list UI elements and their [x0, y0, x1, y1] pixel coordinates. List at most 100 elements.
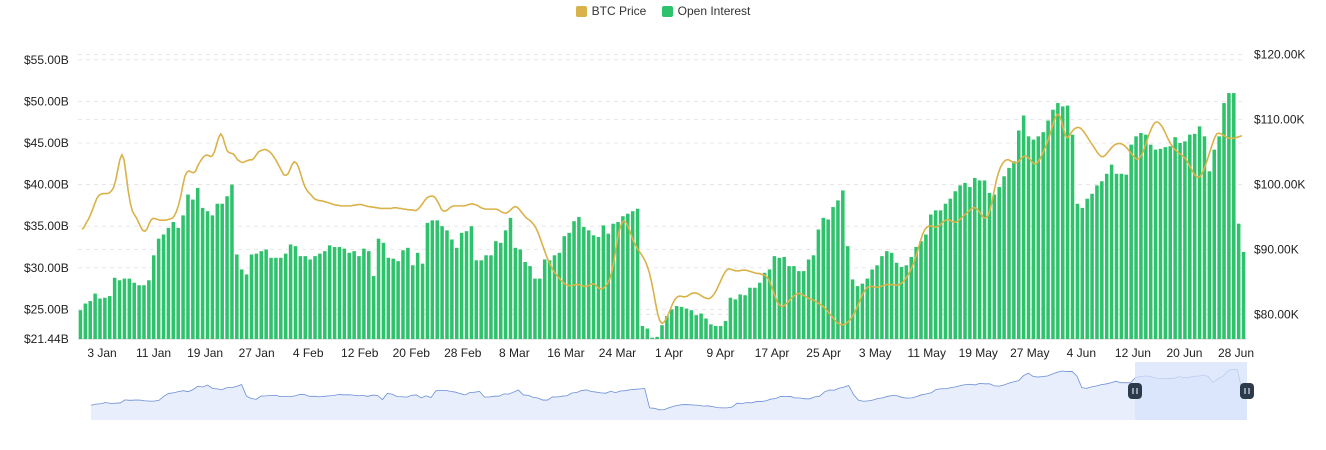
open-interest-bar[interactable] [503, 230, 508, 339]
open-interest-bar[interactable] [1031, 139, 1036, 339]
open-interest-bar[interactable] [191, 199, 195, 339]
open-interest-bar[interactable] [283, 253, 288, 339]
open-interest-bar[interactable] [1129, 144, 1133, 339]
open-interest-bar[interactable] [420, 263, 425, 339]
open-interest-bar[interactable] [660, 325, 664, 339]
open-interest-bar[interactable] [924, 234, 928, 339]
open-interest-bar[interactable] [733, 299, 738, 339]
open-interest-bar[interactable] [743, 295, 747, 339]
open-interest-bar[interactable] [376, 238, 381, 339]
open-interest-bar[interactable] [889, 252, 894, 339]
open-interest-bar[interactable] [875, 265, 879, 339]
open-interest-bar[interactable] [440, 226, 444, 339]
open-interest-bar[interactable] [1104, 173, 1109, 339]
open-interest-bar[interactable] [621, 216, 625, 339]
open-interest-bar[interactable] [718, 326, 723, 339]
open-interest-bar[interactable] [909, 256, 913, 339]
open-interest-bar[interactable] [112, 277, 117, 339]
open-interest-bar[interactable] [205, 211, 210, 339]
open-interest-bar[interactable] [303, 256, 308, 339]
open-interest-bar[interactable] [98, 298, 102, 339]
open-interest-bar[interactable] [601, 225, 606, 339]
open-interest-bar[interactable] [200, 207, 205, 339]
open-interest-bar[interactable] [1100, 181, 1104, 339]
open-interest-bar[interactable] [948, 198, 953, 339]
open-interest-bar[interactable] [1046, 120, 1050, 339]
open-interest-bar[interactable] [831, 207, 835, 339]
open-interest-bar[interactable] [1158, 148, 1163, 339]
open-interest-bar[interactable] [865, 278, 870, 339]
open-interest-bar[interactable] [142, 285, 146, 339]
open-interest-bar[interactable] [1163, 147, 1168, 339]
open-interest-bar[interactable] [464, 231, 469, 339]
open-interest-bar[interactable] [288, 244, 293, 339]
open-interest-bar[interactable] [1007, 167, 1011, 339]
open-interest-bar[interactable] [425, 222, 430, 339]
open-interest-bar[interactable] [230, 184, 234, 339]
open-interest-bar[interactable] [1197, 126, 1202, 339]
open-interest-bar[interactable] [1144, 134, 1148, 339]
open-interest-bar[interactable] [181, 215, 185, 339]
open-interest-bar[interactable] [860, 283, 865, 339]
open-interest-bar[interactable] [1222, 103, 1226, 339]
open-interest-bar[interactable] [176, 227, 180, 339]
legend-item-btc-price[interactable]: BTC Price [575, 4, 646, 18]
open-interest-bar[interactable] [616, 222, 620, 339]
open-interest-bar[interactable] [1168, 146, 1173, 339]
open-interest-bar[interactable] [469, 226, 474, 339]
open-interest-bar[interactable] [968, 187, 972, 339]
open-interest-bar[interactable] [787, 266, 791, 339]
zoom-handle-right[interactable] [1240, 383, 1254, 399]
open-interest-bar[interactable] [973, 177, 977, 339]
open-interest-bar[interactable] [762, 272, 767, 339]
open-interest-bar[interactable] [699, 313, 703, 339]
open-interest-bar[interactable] [391, 258, 395, 339]
open-interest-bar[interactable] [1109, 164, 1114, 339]
open-interest-bar[interactable] [78, 310, 83, 339]
open-interest-bar[interactable] [953, 191, 957, 339]
open-interest-bar[interactable] [323, 251, 327, 339]
open-interest-bar[interactable] [855, 286, 860, 339]
btc-price-line[interactable] [81, 113, 1243, 326]
open-interest-bar[interactable] [792, 266, 796, 339]
open-interest-bar[interactable] [342, 248, 347, 339]
open-interest-bar[interactable] [655, 336, 659, 339]
open-interest-bar[interactable] [489, 255, 493, 339]
open-interest-bar[interactable] [362, 248, 366, 339]
open-interest-bar[interactable] [997, 187, 1001, 339]
open-interest-bar[interactable] [479, 260, 483, 339]
open-interest-bar[interactable] [518, 249, 523, 339]
open-interest-bar[interactable] [582, 227, 586, 339]
open-interest-bar[interactable] [919, 241, 923, 339]
open-interest-bar[interactable] [1021, 115, 1026, 339]
open-interest-bar[interactable] [782, 256, 786, 339]
open-interest-bar[interactable] [264, 249, 268, 339]
open-interest-bar[interactable] [494, 241, 498, 339]
open-interest-bar[interactable] [274, 257, 278, 339]
open-interest-bar[interactable] [127, 278, 132, 339]
open-interest-bar[interactable] [171, 222, 176, 339]
open-interest-bar[interactable] [1016, 130, 1021, 339]
open-interest-bar[interactable] [1202, 136, 1207, 339]
open-interest-bar[interactable] [679, 306, 684, 339]
open-interest-bar[interactable] [1051, 109, 1055, 339]
open-interest-bar[interactable] [987, 192, 992, 339]
open-interest-bar[interactable] [327, 245, 332, 339]
open-interest-bar[interactable] [943, 203, 948, 339]
open-interest-bar[interactable] [1173, 137, 1177, 339]
open-interest-bar[interactable] [929, 214, 933, 339]
open-interest-bar[interactable] [665, 316, 669, 339]
open-interest-bar[interactable] [709, 324, 713, 339]
open-interest-bar[interactable] [147, 280, 151, 339]
open-interest-bar[interactable] [1070, 134, 1075, 339]
open-interest-bar[interactable] [880, 256, 884, 339]
open-interest-bar[interactable] [738, 294, 742, 339]
open-interest-bar[interactable] [1085, 198, 1089, 339]
open-interest-bar[interactable] [254, 253, 259, 339]
open-interest-bar[interactable] [542, 259, 547, 339]
open-interest-bar[interactable] [1026, 136, 1031, 339]
open-interest-bar[interactable] [430, 220, 435, 339]
open-interest-bar[interactable] [538, 278, 542, 339]
open-interest-bar[interactable] [210, 215, 215, 339]
open-interest-bar[interactable] [401, 250, 405, 339]
